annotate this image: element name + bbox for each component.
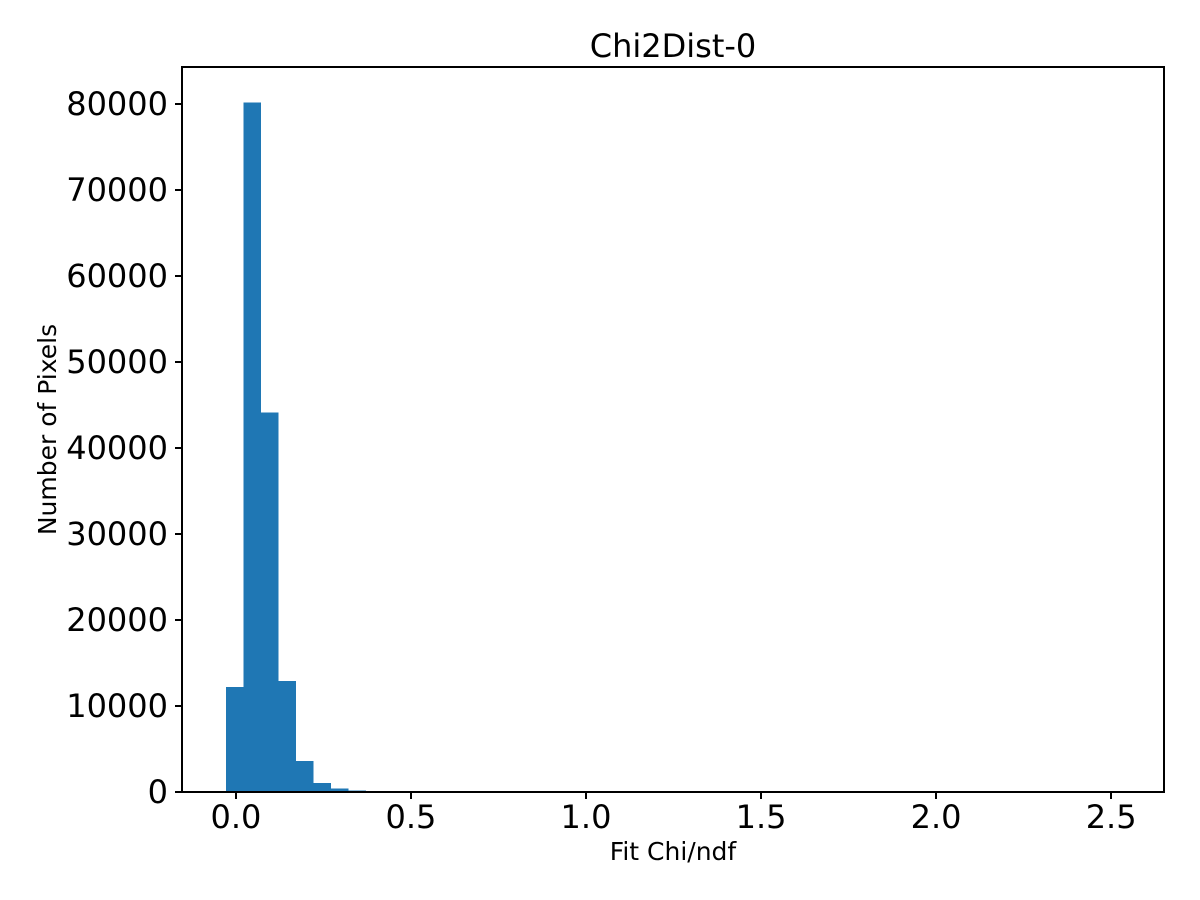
y-tick-label: 80000	[66, 85, 168, 123]
axes-layer: 0.0 0.5 1.0 1.5 2.0 2.5 0 10000 20000 30000 40000 5…	[66, 66, 1165, 836]
y-tick-label: 50000	[66, 343, 168, 381]
y-tick-label: 20000	[66, 601, 168, 639]
x-tick-label: 2.5	[1086, 798, 1137, 836]
histogram-bar	[243, 102, 261, 792]
histogram-bar	[225, 687, 244, 792]
bars-layer	[225, 102, 366, 792]
y-tick-label: 0	[148, 773, 168, 811]
x-tick-label: 0.0	[210, 798, 261, 836]
y-tick-label: 10000	[66, 687, 168, 725]
histogram-bar	[278, 681, 296, 792]
histogram-bar	[330, 788, 349, 792]
histogram-bar	[260, 412, 279, 792]
y-tick-label: 30000	[66, 515, 168, 553]
x-tick-label: 1.5	[736, 798, 787, 836]
x-axis-label: Fit Chi/ndf	[610, 837, 738, 866]
x-tick-label: 0.5	[386, 798, 437, 836]
x-tick-label: 1.0	[561, 798, 612, 836]
y-tick-label: 40000	[66, 429, 168, 467]
y-tick-label: 60000	[66, 257, 168, 295]
chart-title: Chi2Dist-0	[590, 27, 757, 65]
y-tick-label: 70000	[66, 171, 168, 209]
x-tick-label: 2.0	[911, 798, 962, 836]
plot-border	[181, 66, 1165, 793]
histogram-bar	[313, 782, 331, 792]
y-axis-label: Number of Pixels	[33, 324, 62, 535]
histogram-bar	[295, 761, 314, 792]
